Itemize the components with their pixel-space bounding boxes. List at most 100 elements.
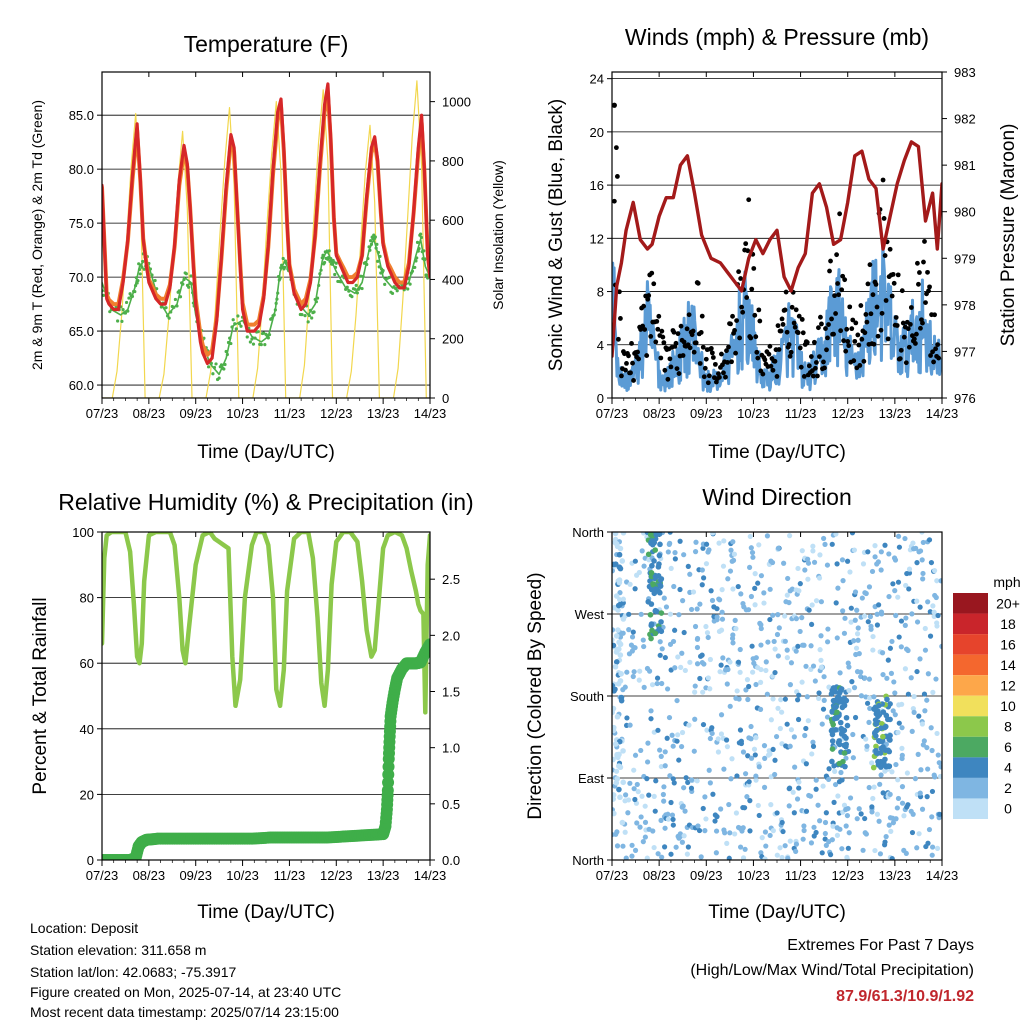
direction-point [917, 604, 923, 610]
gust-point [658, 355, 664, 361]
direction-point [800, 836, 806, 842]
direction-point [703, 541, 710, 547]
direction-point [858, 669, 864, 675]
direction-cluster-point [652, 547, 659, 553]
gust-point [931, 359, 936, 365]
direction-point [635, 789, 641, 795]
direction-point [632, 645, 638, 651]
dewpoint-point [387, 275, 391, 279]
direction-point [935, 752, 941, 758]
direction-point [625, 810, 631, 816]
direction-point [912, 776, 919, 782]
direction-point [714, 617, 720, 623]
direction-point [670, 743, 676, 749]
colorbar-swatch [953, 798, 988, 819]
direction-point [939, 643, 942, 649]
direction-point [920, 576, 926, 582]
direction-point [753, 681, 759, 688]
direction-point [725, 666, 731, 673]
direction-point [742, 805, 748, 811]
direction-point [688, 606, 695, 613]
direction-point [871, 784, 877, 790]
dewpoint-point [267, 333, 272, 337]
gust-point [613, 145, 619, 151]
gust-point [726, 344, 731, 350]
direction-cluster-point [876, 738, 883, 745]
gust-point [861, 358, 867, 364]
gust-point [839, 287, 845, 293]
direction-point [747, 798, 753, 804]
direction-point [701, 575, 707, 581]
direction-point [934, 845, 941, 851]
gust-point [849, 326, 855, 332]
gust-point [732, 328, 737, 333]
gust-point [788, 349, 794, 355]
gust-point [874, 304, 880, 310]
gust-point [881, 216, 887, 221]
direction-point [657, 639, 663, 645]
direction-point [793, 648, 799, 654]
direction-point [748, 755, 755, 761]
direction-point [666, 541, 672, 547]
gust-point [723, 374, 728, 380]
direction-cluster-point [880, 744, 886, 750]
direction-point [772, 771, 778, 778]
direction-point [910, 811, 916, 817]
direction-cluster-point [836, 738, 843, 744]
direction-point [622, 684, 628, 690]
direction-point [851, 547, 858, 553]
direction-point [880, 671, 886, 678]
direction-point [699, 652, 705, 658]
direction-point [898, 618, 905, 624]
dewpoint-point [125, 300, 129, 305]
direction-point [936, 760, 942, 766]
gust-point [858, 303, 864, 308]
gust-point [784, 329, 790, 335]
direction-point [651, 793, 657, 800]
direction-point [779, 709, 785, 715]
gust-point [760, 371, 766, 377]
winds-ytick-label: 12 [590, 231, 604, 246]
direction-cluster-point [650, 581, 657, 588]
direction-point [707, 780, 713, 786]
direction-point [730, 632, 736, 638]
dewpoint-point [133, 284, 138, 288]
dewpoint-point [175, 304, 179, 308]
direction-point [750, 554, 756, 560]
direction-point [758, 642, 764, 648]
dewpoint-point [375, 242, 379, 246]
gust-point [914, 331, 919, 337]
direction-cluster-point [833, 704, 839, 710]
direction-point [646, 668, 653, 674]
gust-point [778, 328, 784, 334]
direction-point [869, 760, 875, 766]
gust-point [879, 310, 885, 316]
direction-point [902, 666, 909, 672]
direction-point [768, 717, 774, 723]
direction-point [789, 586, 795, 592]
direction-point [671, 583, 677, 590]
direction-point [835, 585, 841, 591]
direction-point [694, 635, 701, 642]
direction-cluster-point [887, 701, 893, 707]
direction-point [710, 532, 716, 536]
direction-point [687, 659, 693, 665]
direction-point [823, 810, 829, 816]
direction-point [787, 682, 793, 688]
direction-point [772, 646, 778, 652]
gust-point [770, 367, 776, 373]
direction-point [893, 612, 899, 619]
direction-point [781, 560, 787, 566]
created-text: Figure created on Mon, 2025-07-14, at 23… [30, 984, 342, 1000]
direction-point [658, 817, 664, 824]
dewpoint-point [281, 256, 285, 261]
winds-xtick-label: 14/23 [926, 406, 959, 421]
direction-point [934, 578, 940, 584]
direction-point [795, 643, 801, 649]
humidity-xtick-label: 10/23 [226, 868, 259, 883]
direction-cluster-point [829, 758, 835, 765]
direction-point [617, 590, 623, 596]
direction-point [666, 714, 673, 721]
extremes-title: Extremes For Past 7 Days [787, 937, 974, 954]
dewpoint-point [130, 294, 135, 299]
